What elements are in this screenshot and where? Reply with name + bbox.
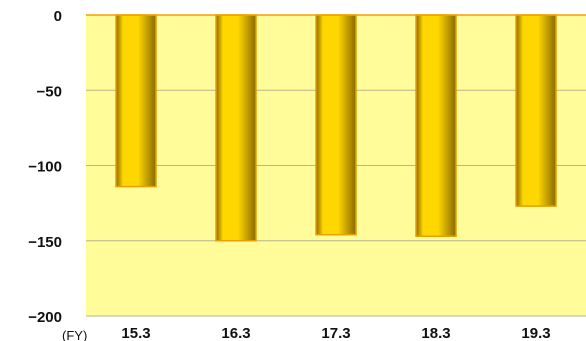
bar <box>515 14 557 207</box>
bar <box>315 14 357 236</box>
y-tick-label: −200 <box>28 309 62 326</box>
x-tick-label: 19.3 <box>521 325 550 341</box>
y-tick-label: −100 <box>28 159 62 176</box>
x-axis-ticks: 15.3 16.3 17.3 18.3 19.3 <box>121 325 550 341</box>
x-tick-label: 18.3 <box>421 325 450 341</box>
bar <box>215 14 257 242</box>
bars <box>115 14 557 242</box>
x-tick-label: 15.3 <box>121 325 150 341</box>
x-tick-label: 16.3 <box>221 325 250 341</box>
y-tick-label: −150 <box>28 234 62 251</box>
x-tick-label: 17.3 <box>321 325 350 341</box>
bar <box>115 14 157 188</box>
x-unit-label: (FY) <box>62 328 87 341</box>
y-axis-ticks: 0 −50 −100 −150 −200 <box>28 8 62 326</box>
bar <box>415 14 457 237</box>
y-tick-label: −50 <box>37 83 62 100</box>
y-tick-label: 0 <box>54 8 62 25</box>
